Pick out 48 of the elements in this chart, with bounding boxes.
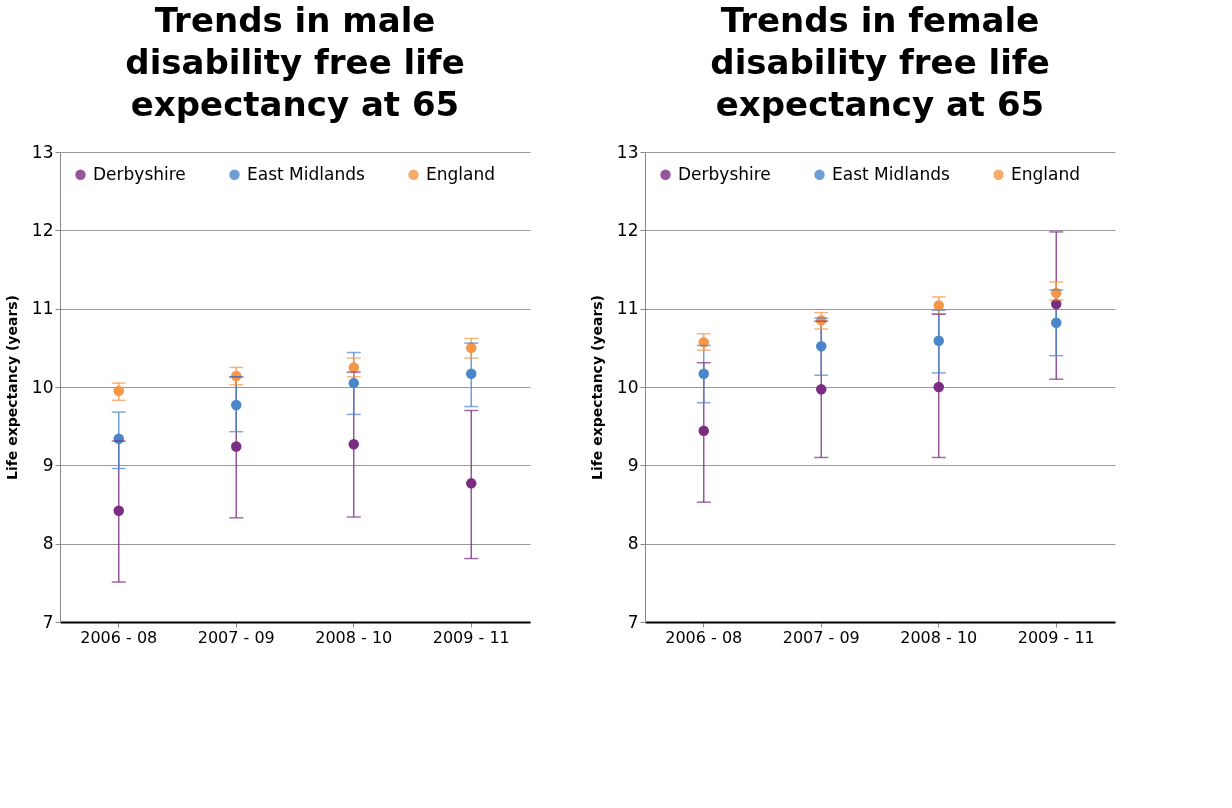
point xyxy=(933,335,944,347)
point xyxy=(113,505,124,516)
x-tick-label: 2008 - 10 xyxy=(315,627,393,647)
point xyxy=(348,377,359,389)
chart-title: Trends in female disability free life expectancy at 65 xyxy=(710,0,1050,124)
y-tick-label: 8 xyxy=(627,533,639,554)
x-tick-label: 2006 - 08 xyxy=(80,627,158,647)
y-tick-label: 13 xyxy=(31,141,54,162)
point xyxy=(933,381,944,393)
legend-label: Derbyshire xyxy=(678,163,771,184)
y-axis-title: Life expectancy (years) xyxy=(588,294,605,481)
y-tick-label: 10 xyxy=(616,376,639,397)
x-tick-label: 2006 - 08 xyxy=(665,627,743,647)
y-tick-label: 8 xyxy=(42,533,54,554)
x-tick-label: 2009 - 11 xyxy=(1017,627,1095,647)
legend-label: East Midlands xyxy=(832,163,950,184)
point xyxy=(348,438,359,450)
chart-title: Trends in male disability free life expectancy at 65 xyxy=(125,0,465,124)
y-tick-label: 11 xyxy=(31,298,54,319)
legend-label: England xyxy=(1011,163,1081,184)
point xyxy=(698,368,709,379)
legend-label: Derbyshire xyxy=(93,163,186,184)
point xyxy=(231,441,242,452)
y-tick-label: 13 xyxy=(616,141,639,162)
point xyxy=(466,478,477,489)
y-tick-label: 9 xyxy=(42,454,54,475)
point xyxy=(816,384,827,395)
x-tick-label: 2008 - 10 xyxy=(900,627,978,647)
x-tick-label: 2009 - 11 xyxy=(432,627,510,647)
point xyxy=(466,368,477,379)
point xyxy=(698,425,709,437)
y-tick-label: 10 xyxy=(31,376,54,397)
y-axis-title: Life expectancy (years) xyxy=(3,294,20,481)
legend-label: East Midlands xyxy=(247,163,365,184)
point xyxy=(1051,317,1062,328)
point xyxy=(466,342,477,354)
x-tick-label: 2007 - 09 xyxy=(782,627,860,647)
y-tick-label: 12 xyxy=(31,219,54,240)
x-tick-label: 2007 - 09 xyxy=(197,627,275,647)
y-tick-label: 12 xyxy=(616,219,639,240)
point xyxy=(113,385,124,397)
point xyxy=(231,399,242,411)
legend-label: England xyxy=(426,163,496,184)
y-tick-label: 9 xyxy=(627,454,639,475)
point xyxy=(816,341,827,352)
y-tick-label: 7 xyxy=(42,611,54,632)
y-tick-label: 7 xyxy=(627,611,639,632)
y-tick-label: 11 xyxy=(616,298,639,319)
